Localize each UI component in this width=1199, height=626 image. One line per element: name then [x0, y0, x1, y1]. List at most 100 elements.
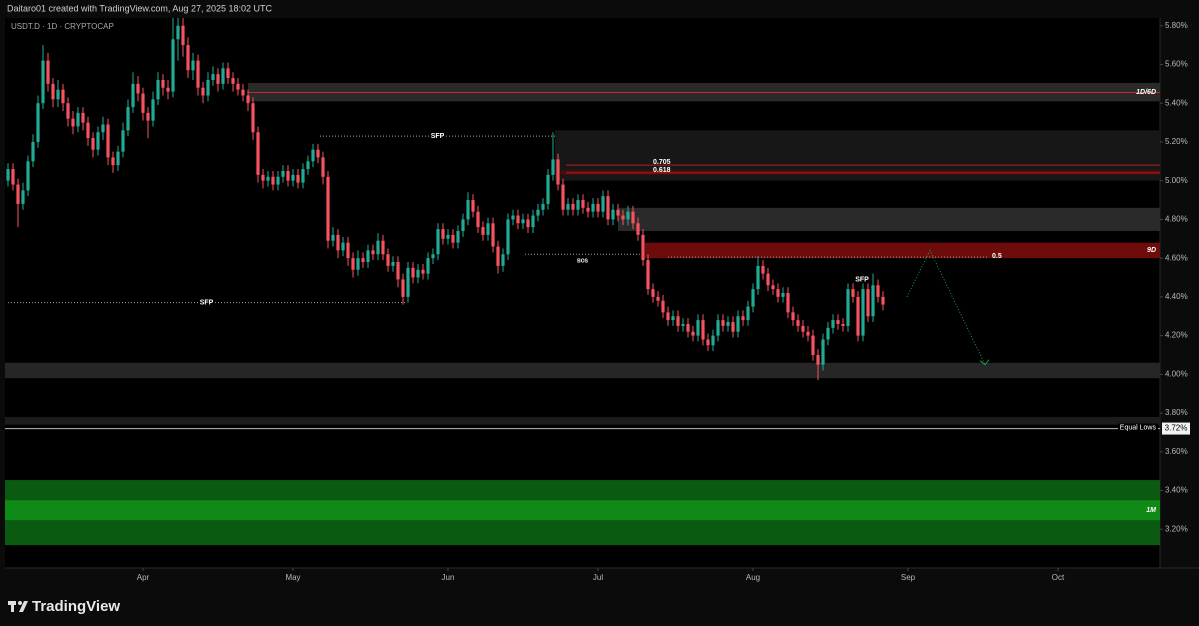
- candle-body: [656, 296, 660, 301]
- symbol-title: USDT.D · 1D · CRYPTOCAP: [11, 22, 114, 31]
- candle-body: [336, 234, 340, 251]
- level-label-bg: [198, 297, 215, 308]
- candle-body: [476, 211, 480, 228]
- candle-body: [501, 254, 505, 266]
- candle-body: [881, 296, 885, 305]
- zone: [5, 500, 1160, 521]
- candle-body: [866, 289, 870, 317]
- candle-body: [701, 320, 705, 340]
- level-label: SFP: [431, 133, 445, 140]
- candle-body: [521, 219, 525, 224]
- zone: [618, 207, 1160, 232]
- candle-body: [281, 170, 285, 177]
- zone-label: 1M: [1146, 507, 1156, 514]
- candle-body: [611, 209, 615, 220]
- candle-body: [876, 285, 880, 297]
- candle-body: [691, 331, 695, 336]
- candle-body: [661, 300, 665, 313]
- candle-body: [186, 45, 190, 71]
- candle-body: [141, 93, 145, 113]
- candle-body: [786, 293, 790, 313]
- candle-body: [601, 196, 605, 212]
- candle-body: [516, 215, 520, 224]
- candle-body: [576, 200, 580, 210]
- y-tick-label: 4.00%: [1165, 369, 1188, 378]
- candle-body: [621, 215, 625, 220]
- candle-body: [531, 215, 535, 228]
- candle-body: [251, 103, 255, 133]
- candle-body: [61, 89, 65, 104]
- y-tick-label: 5.40%: [1165, 98, 1188, 107]
- y-tick-label: 5.80%: [1165, 21, 1188, 30]
- candle-body: [36, 103, 40, 142]
- x-tick-label: Aug: [746, 573, 760, 582]
- candle-body: [371, 250, 375, 255]
- candle-body: [326, 176, 330, 241]
- annotation: SFP: [855, 276, 869, 283]
- level-label: 0.5: [992, 253, 1002, 260]
- candle-body: [681, 323, 685, 326]
- price-tag-label: 3.72%: [1165, 424, 1188, 433]
- candle-body: [486, 223, 490, 235]
- candle-body: [346, 242, 350, 259]
- candle-body: [276, 176, 280, 185]
- candle-body: [761, 265, 765, 274]
- y-tick-label: 5.00%: [1165, 176, 1188, 185]
- candle-body: [626, 211, 630, 220]
- candle-body: [456, 231, 460, 243]
- candle-body: [836, 320, 840, 324]
- candle-body: [616, 209, 620, 216]
- candle-body: [676, 316, 680, 326]
- candle-body: [541, 203, 545, 210]
- candle-body: [451, 234, 455, 243]
- x-tick-label: Oct: [1052, 573, 1065, 582]
- candle-body: [396, 262, 400, 280]
- candle-body: [161, 79, 165, 88]
- candle-body: [591, 203, 595, 212]
- candle-body: [96, 132, 100, 150]
- candle-body: [571, 203, 575, 210]
- candle-body: [261, 174, 265, 181]
- candle-body: [441, 229, 445, 239]
- level-label-bg: [429, 131, 446, 142]
- candle-body: [411, 267, 415, 278]
- candle-body: [386, 254, 390, 266]
- level-label-bg: [1118, 423, 1158, 434]
- candle-body: [146, 112, 150, 121]
- level-label: 0.618: [653, 167, 671, 174]
- candle-body: [166, 87, 170, 92]
- candle-body: [16, 184, 20, 204]
- zone: [5, 362, 1160, 379]
- candle-body: [711, 335, 715, 346]
- candle-body: [321, 157, 325, 177]
- candle-body: [51, 83, 55, 100]
- candle-body: [721, 320, 725, 326]
- x-tick-label: Jul: [593, 573, 603, 582]
- candle-body: [356, 258, 360, 270]
- y-tick-label: 3.60%: [1165, 447, 1188, 456]
- x-tick-label: Jun: [442, 573, 455, 582]
- candle-body: [431, 254, 435, 259]
- candle-body: [471, 200, 475, 212]
- candle-body: [106, 124, 110, 158]
- level-label: SFP: [200, 300, 214, 307]
- candle-body: [526, 219, 530, 228]
- candle-body: [851, 289, 855, 297]
- candle-body: [46, 60, 50, 84]
- candle-body: [111, 157, 115, 166]
- candle-body: [496, 246, 500, 266]
- candle-body: [151, 99, 155, 121]
- projection-arrow: [979, 359, 990, 366]
- candle-body: [511, 215, 515, 220]
- y-tick-label: 5.20%: [1165, 137, 1188, 146]
- candle-body: [246, 95, 250, 104]
- candle-body: [226, 68, 230, 79]
- level-label: Equal Lows: [1120, 424, 1157, 431]
- zone: [5, 416, 1160, 425]
- candle-body: [316, 149, 320, 158]
- candle-body: [381, 240, 385, 255]
- y-tick-label: 4.20%: [1165, 331, 1188, 340]
- x-tick-label: May: [285, 573, 300, 582]
- candle-body: [831, 320, 835, 328]
- candle-body: [586, 207, 590, 212]
